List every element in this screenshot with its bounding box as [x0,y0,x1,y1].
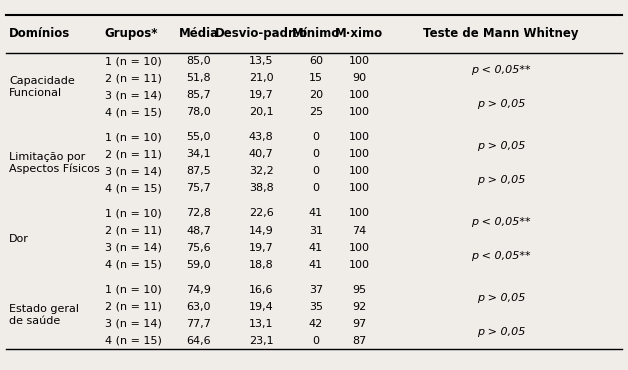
Text: p < 0,05**: p < 0,05** [471,65,531,75]
Text: p > 0,05: p > 0,05 [477,141,525,151]
Text: 2 (n = 11): 2 (n = 11) [105,149,161,159]
Text: 60: 60 [309,56,323,66]
Text: 22,6: 22,6 [249,208,273,218]
Text: 48,7: 48,7 [186,225,211,236]
Text: 20: 20 [309,90,323,100]
Text: 2 (n = 11): 2 (n = 11) [105,302,161,312]
Text: 100: 100 [349,243,369,253]
Text: Mínimo: Mínimo [292,27,340,40]
Text: 4 (n = 15): 4 (n = 15) [105,336,161,346]
Text: 43,8: 43,8 [249,132,273,142]
Text: 0: 0 [312,184,320,194]
Text: 32,2: 32,2 [249,166,273,176]
Text: 59,0: 59,0 [187,260,211,270]
Text: Estado geral
de saúde: Estado geral de saúde [9,305,79,326]
Text: 2 (n = 11): 2 (n = 11) [105,225,161,236]
Text: 13,5: 13,5 [249,56,273,66]
Text: 85,0: 85,0 [187,56,211,66]
Text: 51,8: 51,8 [187,73,211,83]
Text: 3 (n = 14): 3 (n = 14) [105,166,161,176]
Text: 4 (n = 15): 4 (n = 15) [105,260,161,270]
Text: 100: 100 [349,166,369,176]
Text: 19,7: 19,7 [249,243,273,253]
Text: 14,9: 14,9 [249,225,273,236]
Text: 64,6: 64,6 [187,336,211,346]
Text: p < 0,05**: p < 0,05** [471,251,531,261]
Text: 41: 41 [309,260,323,270]
Text: 100: 100 [349,90,369,100]
Text: 13,1: 13,1 [249,319,273,329]
Text: 0: 0 [312,132,320,142]
Text: 85,7: 85,7 [187,90,211,100]
Text: Domínios: Domínios [9,27,70,40]
Text: 77,7: 77,7 [186,319,211,329]
Text: 41: 41 [309,243,323,253]
Text: M·ximo: M·ximo [335,27,383,40]
Text: 23,1: 23,1 [249,336,273,346]
Text: 19,4: 19,4 [249,302,273,312]
Text: 4 (n = 15): 4 (n = 15) [105,107,161,117]
Text: 42: 42 [309,319,323,329]
Text: 35: 35 [309,302,323,312]
Text: 3 (n = 14): 3 (n = 14) [105,319,161,329]
Text: 16,6: 16,6 [249,285,273,295]
Text: 100: 100 [349,208,369,218]
Text: 0: 0 [312,149,320,159]
Text: 72,8: 72,8 [186,208,211,218]
Text: 1 (n = 10): 1 (n = 10) [105,285,161,295]
Text: 75,7: 75,7 [187,184,211,194]
Text: Dor: Dor [9,234,30,244]
Text: 75,6: 75,6 [187,243,211,253]
Text: 15: 15 [309,73,323,83]
Text: 34,1: 34,1 [187,149,211,159]
Text: 92: 92 [352,302,366,312]
Text: 0: 0 [312,336,320,346]
Text: 100: 100 [349,260,369,270]
Text: 18,8: 18,8 [249,260,273,270]
Text: Limitação por
Aspectos Físicos: Limitação por Aspectos Físicos [9,152,100,174]
Text: Grupos*: Grupos* [105,27,158,40]
Text: 87,5: 87,5 [187,166,211,176]
Text: 55,0: 55,0 [187,132,211,142]
Text: 21,0: 21,0 [249,73,273,83]
Text: Média: Média [178,27,219,40]
Text: 38,8: 38,8 [249,184,273,194]
Text: 2 (n = 11): 2 (n = 11) [105,73,161,83]
Text: 19,7: 19,7 [249,90,273,100]
Text: 0: 0 [312,166,320,176]
Text: 3 (n = 14): 3 (n = 14) [105,90,161,100]
Text: 1 (n = 10): 1 (n = 10) [105,132,161,142]
Text: 100: 100 [349,184,369,194]
Text: 41: 41 [309,208,323,218]
Text: p > 0,05: p > 0,05 [477,99,525,109]
Text: Capacidade
Funcional: Capacidade Funcional [9,76,75,98]
Text: p > 0,05: p > 0,05 [477,327,525,337]
Text: Teste de Mann Whitney: Teste de Mann Whitney [423,27,579,40]
Text: 95: 95 [352,285,366,295]
Text: p > 0,05: p > 0,05 [477,293,525,303]
Text: 100: 100 [349,149,369,159]
Text: 97: 97 [352,319,366,329]
Text: 3 (n = 14): 3 (n = 14) [105,243,161,253]
Text: 100: 100 [349,107,369,117]
Text: 25: 25 [309,107,323,117]
Text: 74: 74 [352,225,366,236]
Text: 78,0: 78,0 [187,107,211,117]
Text: 63,0: 63,0 [187,302,211,312]
Text: 20,1: 20,1 [249,107,273,117]
Text: 31: 31 [309,225,323,236]
Text: 74,9: 74,9 [186,285,211,295]
Text: 1 (n = 10): 1 (n = 10) [105,56,161,66]
Text: 100: 100 [349,56,369,66]
Text: p > 0,05: p > 0,05 [477,175,525,185]
Text: 100: 100 [349,132,369,142]
Text: 4 (n = 15): 4 (n = 15) [105,184,161,194]
Text: p < 0,05**: p < 0,05** [471,217,531,227]
Text: Desvio-padr₀o: Desvio-padr₀o [215,27,308,40]
Text: 40,7: 40,7 [249,149,273,159]
Text: 1 (n = 10): 1 (n = 10) [105,208,161,218]
Text: 90: 90 [352,73,366,83]
Text: 87: 87 [352,336,366,346]
Text: 37: 37 [309,285,323,295]
